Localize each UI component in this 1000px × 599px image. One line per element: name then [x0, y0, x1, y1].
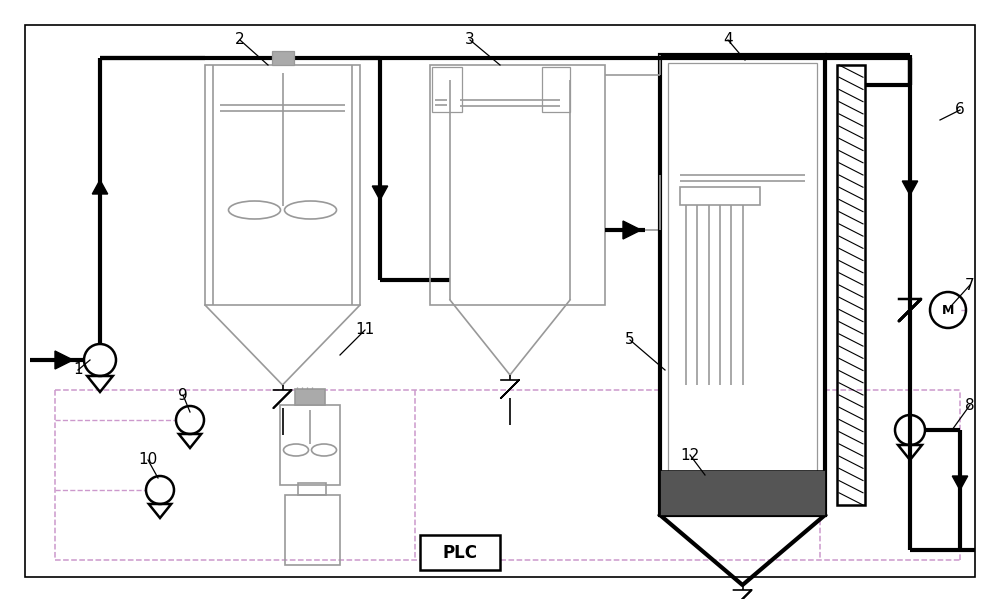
Text: 1: 1 — [73, 362, 83, 377]
Bar — [680, 187, 760, 205]
Text: 8: 8 — [965, 398, 975, 413]
Text: 12: 12 — [680, 447, 700, 462]
Polygon shape — [902, 181, 918, 195]
Polygon shape — [92, 180, 108, 194]
Polygon shape — [372, 186, 388, 200]
Bar — [660, 470, 825, 515]
Text: PLC: PLC — [442, 543, 478, 561]
Bar — [298, 483, 326, 495]
Text: 6: 6 — [955, 102, 965, 117]
Bar — [668, 63, 817, 507]
Polygon shape — [952, 476, 968, 490]
Bar — [280, 405, 340, 485]
Bar — [420, 535, 500, 570]
Text: 2: 2 — [235, 32, 245, 47]
Text: M: M — [942, 304, 954, 316]
Text: 4: 4 — [723, 32, 733, 47]
Text: 10: 10 — [138, 452, 158, 467]
Bar — [837, 65, 865, 505]
Text: 9: 9 — [178, 388, 188, 403]
Polygon shape — [623, 221, 641, 239]
Text: 7: 7 — [965, 277, 975, 292]
Bar — [430, 65, 605, 305]
Bar — [542, 67, 570, 112]
Text: 3: 3 — [465, 32, 475, 47]
Bar — [295, 389, 325, 405]
Bar — [432, 67, 462, 112]
Bar — [205, 65, 360, 305]
Polygon shape — [55, 351, 73, 369]
Text: 5: 5 — [625, 332, 635, 347]
Text: 11: 11 — [355, 322, 375, 337]
Bar — [660, 55, 825, 515]
Bar — [272, 51, 294, 65]
Bar — [285, 495, 340, 565]
